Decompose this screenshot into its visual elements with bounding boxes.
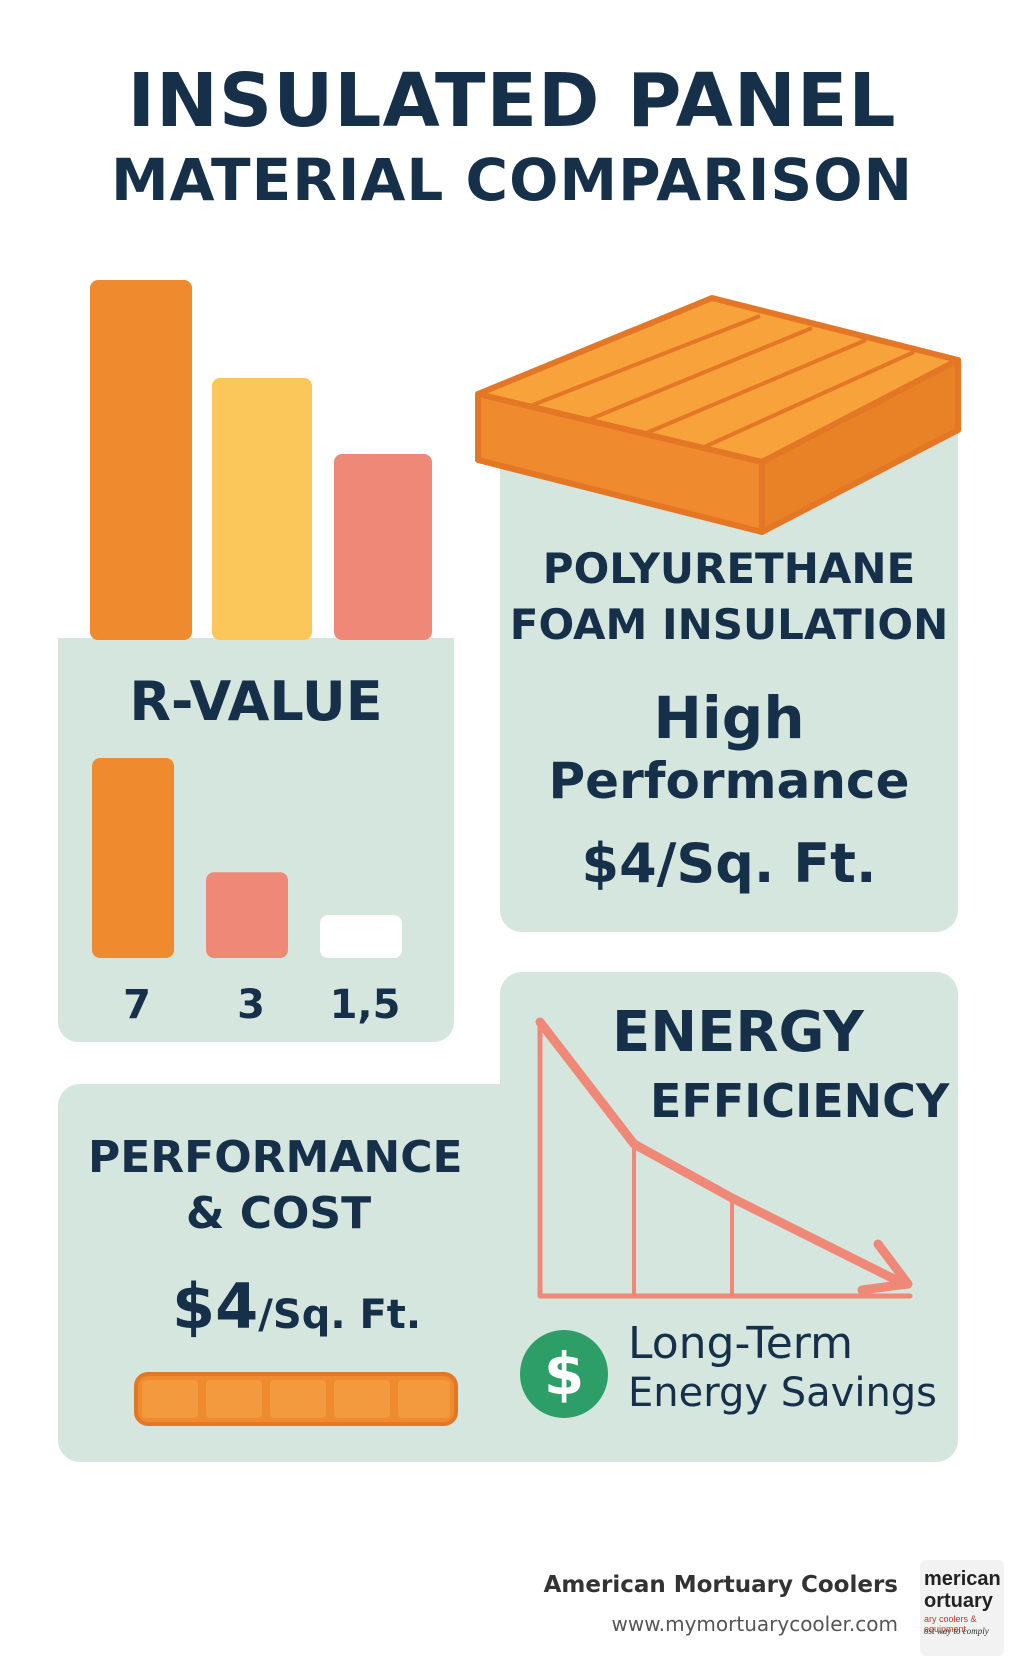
energy-title-line1: ENERGY	[612, 1000, 864, 1065]
logo-text: merican	[924, 1568, 1001, 1590]
company-logo: merican ortuary ary coolers & equipment …	[920, 1560, 1004, 1656]
decor-bar-orange	[90, 280, 192, 640]
performance-title-line1: PERFORMANCE	[88, 1132, 463, 1183]
performance-rating-line1: High	[653, 684, 805, 752]
savings-line2: Energy Savings	[628, 1370, 938, 1416]
tick-label: 7	[123, 982, 151, 1028]
material-name-line2: FOAM INSULATION	[509, 600, 949, 649]
r-value-chart	[92, 758, 402, 958]
energy-decline-arrow-icon	[535, 1017, 913, 1299]
cost-meter	[134, 1372, 458, 1426]
decor-bar-salmon	[334, 454, 432, 640]
r-value-bar	[320, 915, 402, 958]
logo-text: ortuary	[924, 1590, 993, 1612]
material-name-line1: POLYURETHANE	[542, 544, 916, 593]
page-subtitle: MATERIAL COMPARISON	[110, 146, 914, 214]
decor-bar-yellow	[212, 378, 312, 640]
energy-title-line2: EFFICIENCY	[650, 1074, 950, 1128]
company-name: American Mortuary Coolers	[543, 1572, 898, 1598]
cost-amount: $4	[172, 1270, 259, 1343]
tick-label: 1,5	[329, 982, 401, 1028]
cost-unit: /Sq. Ft.	[258, 1292, 422, 1338]
performance-rating-line2: Performance	[548, 752, 910, 810]
r-value-bar	[92, 758, 174, 958]
r-value-label: R-VALUE	[129, 670, 383, 733]
foam-panel-icon	[475, 295, 961, 535]
performance-title-line2: & COST	[186, 1188, 372, 1239]
savings-line1: Long-Term	[628, 1318, 853, 1369]
page-title: INSULATED PANEL	[127, 58, 897, 144]
r-value-bar	[206, 872, 288, 958]
cost-value: $4/Sq. Ft.	[172, 1270, 421, 1343]
company-url[interactable]: www.mymortuarycooler.com	[611, 1612, 898, 1636]
logo-text: ary coolers & equipment	[924, 1614, 977, 1634]
tick-label: 3	[237, 982, 265, 1028]
dollar-icon: $	[520, 1330, 608, 1418]
material-price: $4/Sq. Ft.	[581, 832, 877, 895]
logo-text: ost way to comply	[924, 1626, 989, 1636]
